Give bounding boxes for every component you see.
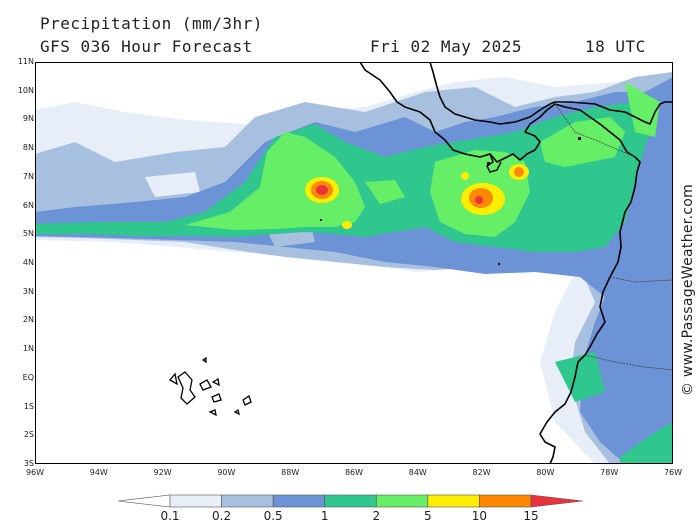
legend-value: 0.2 [212, 509, 232, 523]
longitude-label: 76W [663, 468, 683, 477]
forecast-subtitle: GFS 036 Hour Forecast [40, 37, 253, 56]
legend-swatch [479, 494, 532, 508]
latitude-label: 11N [17, 57, 34, 66]
offshore-islands [320, 137, 581, 265]
legend-swatch [375, 494, 429, 508]
galapagos-islands [169, 356, 252, 417]
caribbean-coast [429, 62, 673, 125]
latitude-label: EQ [22, 372, 34, 382]
legend-swatch [169, 494, 222, 508]
longitude-label: 88W [281, 468, 300, 477]
longitude-label: 78W [600, 468, 619, 477]
latitude-label: 7N [22, 171, 34, 181]
latitude-label: 5N [22, 229, 34, 239]
longitude-label: 96W [25, 468, 45, 477]
forecast-time: 18 UTC [585, 37, 646, 56]
credit-text: © www.PassageWeather.com [680, 183, 696, 397]
legend-swatch [272, 494, 326, 508]
legend-swatch [427, 494, 480, 508]
latitude-label: 6N [22, 200, 34, 210]
legend-value: 10 [471, 509, 488, 523]
legend-value: 2 [372, 509, 381, 523]
longitude-label: 92W [153, 468, 172, 477]
longitude-label: 94W [89, 468, 108, 477]
precipitation-legend [118, 494, 583, 508]
legend-value: 0.5 [263, 509, 283, 523]
forecast-date: Fri 02 May 2025 [370, 37, 522, 56]
coastline [359, 62, 641, 464]
latitude-label: 3S [23, 459, 34, 468]
legend-value: 5 [424, 509, 432, 523]
country-borders [554, 103, 673, 371]
legend-value: 15 [523, 509, 539, 523]
longitude-label: 86W [344, 468, 364, 477]
map-title: Precipitation (mm/3hr) [40, 14, 263, 33]
legend-swatch [221, 494, 274, 508]
legend-swatch [324, 494, 377, 508]
map-frame [35, 62, 673, 464]
legend-swatch [530, 494, 583, 508]
panama-gulf [486, 153, 502, 173]
longitude-label: 80W [536, 468, 555, 477]
latitude-label: 1N [22, 344, 34, 354]
latitude-label: 9N [22, 114, 34, 124]
latitude-label: 10N [17, 85, 34, 95]
latitude-label: 8N [22, 143, 34, 153]
latitude-label: 2S [23, 430, 34, 440]
longitude-label: 90W [217, 468, 236, 477]
legend-value: 1 [320, 509, 329, 523]
latitude-label: 4N [22, 258, 34, 267]
latitude-label: 2N [22, 315, 34, 325]
longitude-label: 82W [472, 468, 491, 477]
precipitation-map [35, 62, 673, 464]
precip-band-red [316, 185, 483, 204]
legend-value: 0.1 [160, 509, 180, 523]
latitude-label: 3N [22, 286, 34, 296]
latitude-label: 1S [23, 401, 34, 411]
longitude-label: 84W [408, 468, 427, 477]
legend-swatch [118, 494, 171, 508]
